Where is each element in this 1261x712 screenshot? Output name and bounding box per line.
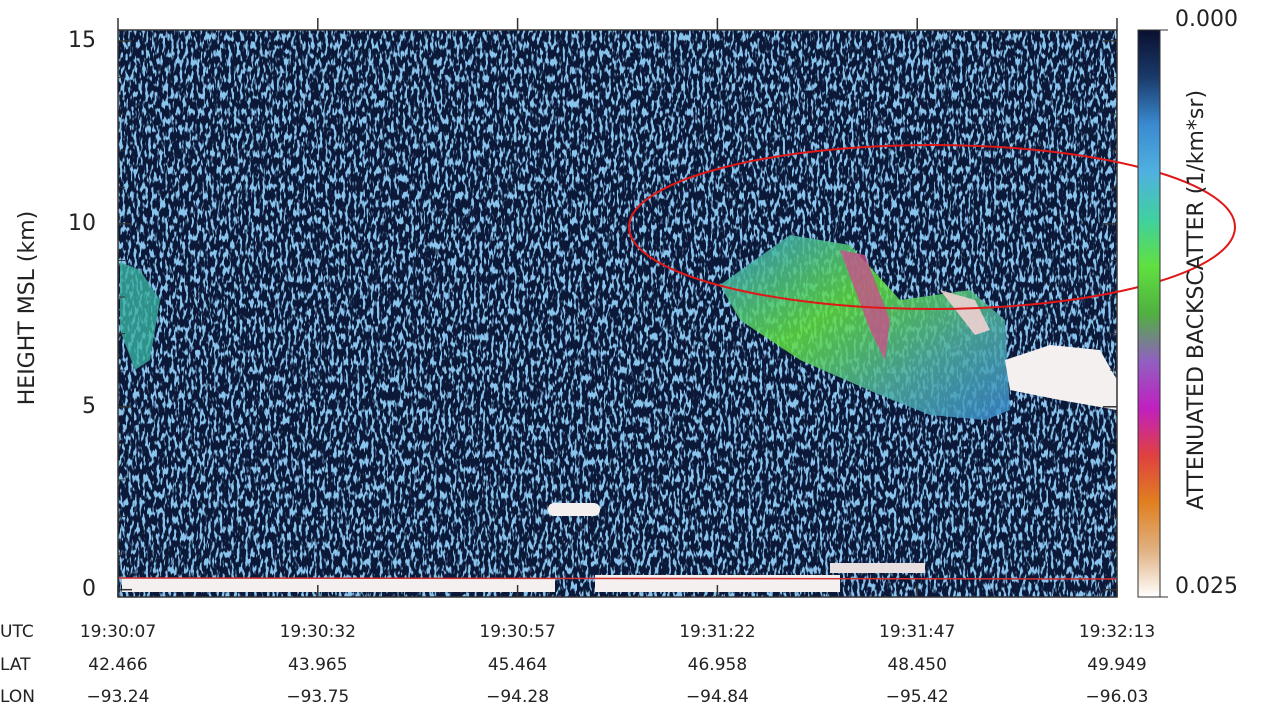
x-tick-label: 45.464 <box>488 655 547 675</box>
x-tick-label: 43.965 <box>288 655 347 675</box>
cloud-patch <box>548 503 600 516</box>
ground-line <box>118 578 1117 579</box>
colorbar <box>1138 30 1160 597</box>
x-tick-label: 19:31:22 <box>679 622 755 642</box>
x-tick-label: −94.28 <box>486 687 549 707</box>
colorbar-tick-label: 0.025 <box>1175 574 1238 599</box>
x-tick-label: 49.949 <box>1087 655 1146 675</box>
x-tick-label: −95.42 <box>886 687 949 707</box>
chart: HEIGHT MSL (km) ATTENUATED BACKSCATTER (… <box>0 0 1261 712</box>
x-row-name: LON <box>0 687 35 707</box>
colorbar-tick-label: 0.000 <box>1175 7 1238 32</box>
x-tick-label: −96.03 <box>1086 687 1149 707</box>
x-tick-label: 46.958 <box>688 655 747 675</box>
x-tick-label: −94.84 <box>686 687 749 707</box>
x-row-name: UTC <box>0 622 34 642</box>
x-tick-label: 19:30:32 <box>280 622 356 642</box>
x-tick-label: −93.24 <box>87 687 150 707</box>
y-tick-label: 15 <box>68 28 96 53</box>
y-tick-label: 0 <box>82 577 96 602</box>
y-tick-label: 5 <box>82 394 96 419</box>
x-tick-label: 19:32:13 <box>1079 622 1155 642</box>
colorbar-label: ATTENUATED BACKSCATTER (1/km*sr) <box>1184 90 1209 510</box>
y-tick-label: 10 <box>68 211 96 236</box>
x-tick-label: 48.450 <box>887 655 946 675</box>
x-tick-label: 19:31:47 <box>879 622 955 642</box>
y-axis-label: HEIGHT MSL (km) <box>15 211 40 406</box>
x-tick-label: −93.75 <box>286 687 349 707</box>
surface-return <box>122 578 555 592</box>
surface-return <box>830 563 925 573</box>
x-tick-label: 42.466 <box>88 655 147 675</box>
x-tick-label: 19:30:07 <box>80 622 156 642</box>
plot-area <box>118 30 1235 597</box>
x-row-name: LAT <box>0 655 31 675</box>
x-tick-label: 19:30:57 <box>479 622 555 642</box>
